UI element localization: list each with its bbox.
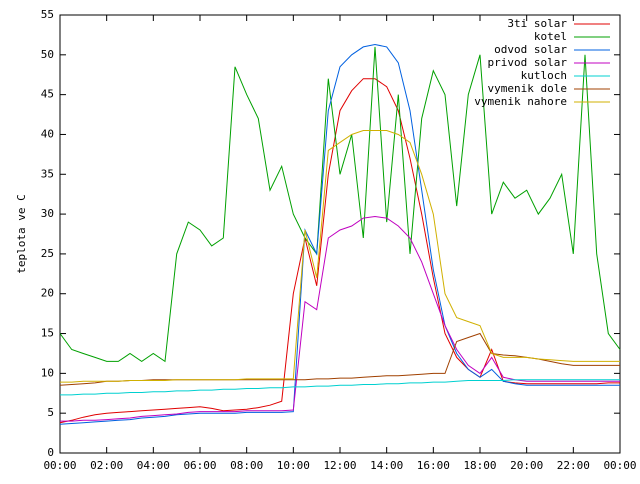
y-tick-label: 20 (41, 287, 54, 300)
y-tick-label: 40 (41, 127, 54, 140)
y-tick-label: 0 (47, 446, 54, 459)
data-line (59, 43, 620, 425)
legend-label: privod solar (488, 56, 568, 69)
legend-label: kutloch (521, 69, 567, 82)
x-tick-label: 06:00 (183, 459, 216, 472)
legend-label: vymenik nahore (474, 95, 567, 108)
x-tick-label: 00:00 (43, 459, 76, 472)
x-tick-label: 00:00 (603, 459, 636, 472)
x-tick-label: 20:00 (510, 459, 543, 472)
legend-label: 3ti solar (507, 17, 567, 30)
legend-label: vymenik dole (488, 82, 567, 95)
x-tick-label: 02:00 (90, 459, 123, 472)
y-tick-label: 55 (41, 8, 54, 21)
x-tick-label: 08:00 (230, 459, 263, 472)
y-tick-label: 30 (41, 207, 54, 220)
plot-border (59, 14, 621, 454)
y-tick-label: 50 (41, 48, 54, 61)
x-tick-label: 22:00 (557, 459, 590, 472)
x-tick-label: 10:00 (277, 459, 310, 472)
x-tick-label: 16:00 (417, 459, 450, 472)
y-tick-label: 5 (47, 406, 54, 419)
data-line (59, 78, 620, 424)
y-tick-label: 10 (41, 366, 54, 379)
x-tick-label: 14:00 (370, 459, 403, 472)
x-tick-label: 12:00 (323, 459, 356, 472)
y-tick-label: 15 (41, 327, 54, 340)
legend-label: odvod solar (494, 43, 567, 56)
y-axis-label: teplota ve C (15, 194, 28, 273)
data-line (60, 215, 620, 422)
data-line (59, 46, 621, 363)
y-tick-label: 25 (41, 247, 54, 260)
y-tick-label: 35 (41, 167, 54, 180)
data-line (60, 379, 620, 396)
data-line (60, 130, 620, 383)
y-tick-label: 45 (41, 88, 54, 101)
legend-label: kotel (534, 30, 567, 43)
x-tick-label: 04:00 (137, 459, 170, 472)
x-tick-label: 18:00 (463, 459, 496, 472)
